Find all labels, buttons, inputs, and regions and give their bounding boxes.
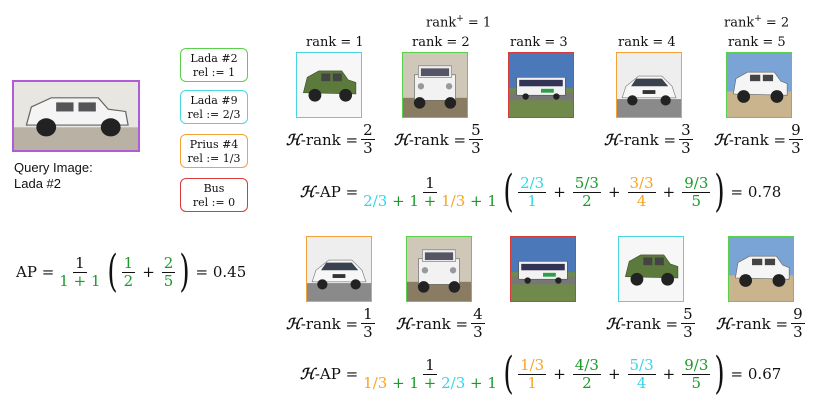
rank-label-3: rank = 3 [510,35,568,50]
thumb-lada2 [406,236,472,302]
hap-formula-bottom: ℋ -AP = 1 1/3 + 1 + 2/3 + 1 ( 1/3 1 + 4/3 2… [300,348,782,399]
rank-label-2: rank = 2 [412,35,470,50]
legend-rel: rel := 1/3 [187,152,241,165]
rank-label-1: rank = 1 [306,35,364,50]
legend-lada9: Lada #9 rel := 2/3 [180,90,248,124]
rank-label-4: rank = 4 [618,35,676,50]
legend-name: Lada #2 [190,52,238,65]
thumb-prius4 [306,236,372,302]
legend-name: Bus [203,182,225,195]
thumb-prius4 [616,52,682,118]
legend-name: Lada #9 [190,94,238,107]
query-image [12,80,140,152]
query-label-line2: Lada #2 [14,176,61,191]
rank-label-5: rank = 5 [728,35,786,50]
thumb-lada2 [728,236,794,302]
legend-rel: rel := 2/3 [187,108,241,121]
hap-formula-top: ℋ -AP = 1 2/3 + 1 + 1/3 + 1 ( 2/3 1 + 5/3 2… [300,166,782,217]
legend-name: Prius #4 [189,138,239,151]
thumb-bus [510,236,576,302]
legend-lada2: Lada #2 rel := 1 [180,48,248,82]
query-label-line1: Query Image: [14,160,93,175]
thumb-bus [508,52,574,118]
rank-plus-1: rank+ = 1 [426,14,492,31]
legend-rel: rel := 0 [192,196,236,209]
thumb-lada2 [402,52,468,118]
legend-bus: Bus rel := 0 [180,178,248,212]
thumb-lada2 [726,52,792,118]
legend-rel: rel := 1 [192,66,236,79]
thumb-lada9 [296,52,362,118]
query-label: Query Image: Lada #2 [14,160,93,192]
legend-prius4: Prius #4 rel := 1/3 [180,134,248,168]
rank-plus-2: rank+ = 2 [724,14,790,31]
thumb-lada9 [618,236,684,302]
